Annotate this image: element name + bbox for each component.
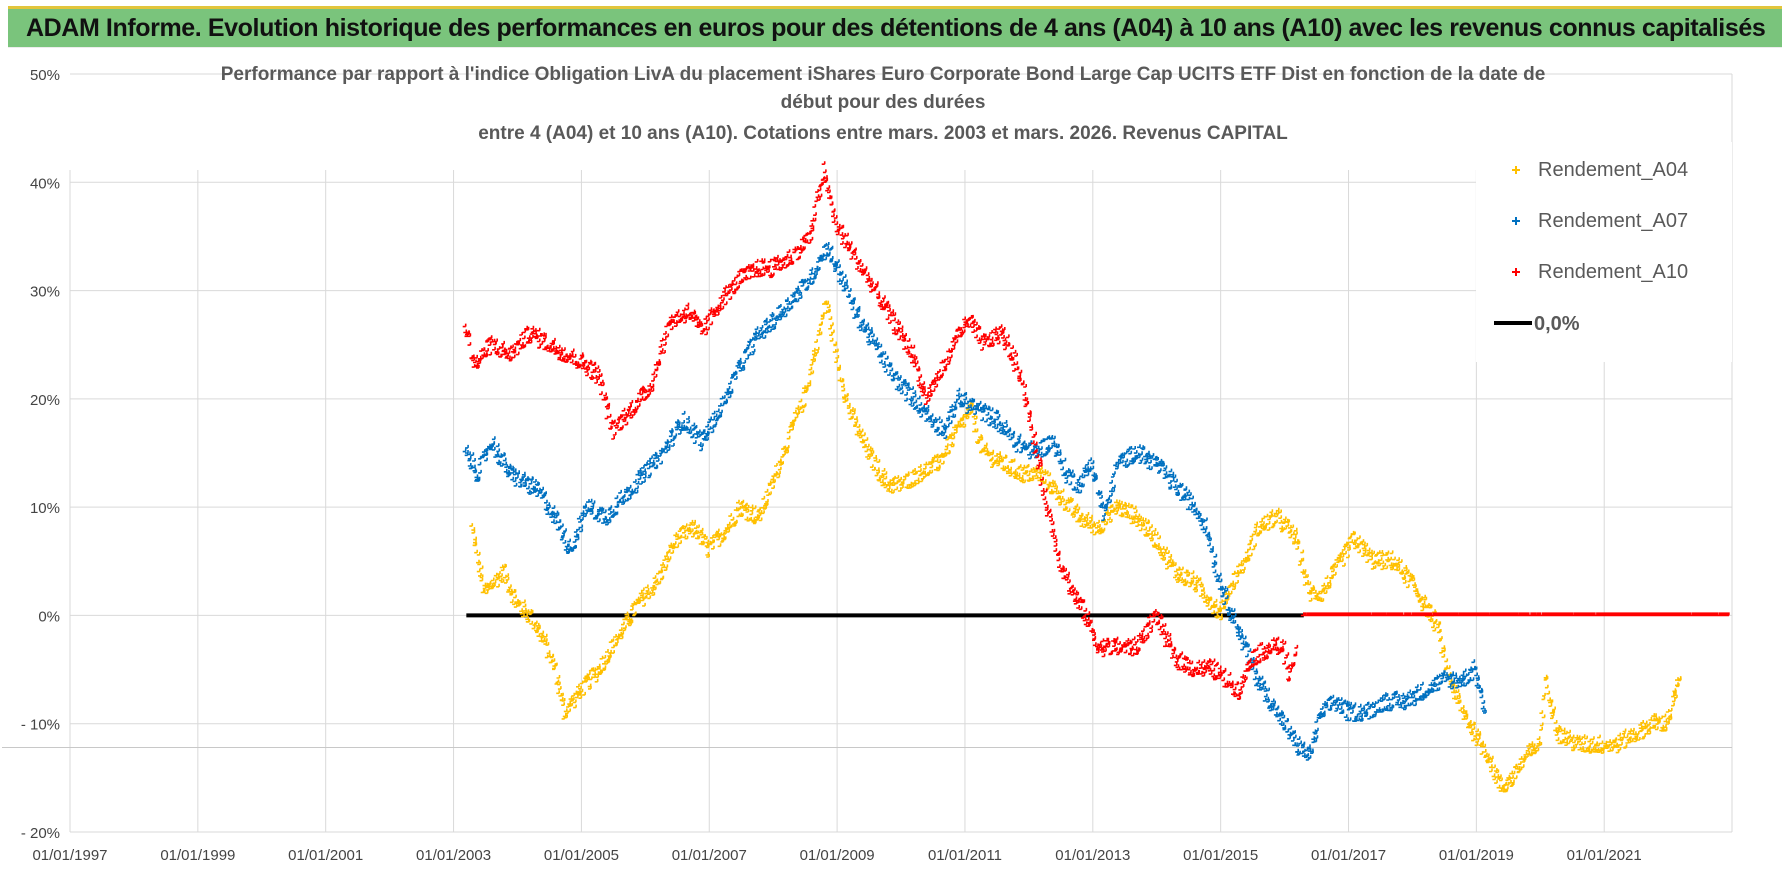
- legend-label: Rendement_A10: [1538, 261, 1688, 283]
- legend-item[interactable]: 0,0%: [1494, 313, 1580, 335]
- legend-item[interactable]: Rendement_A07: [1512, 210, 1688, 232]
- x-tick-label: 01/01/2015: [1183, 847, 1258, 864]
- series-rendement-a10: [462, 161, 1299, 700]
- legend-item[interactable]: Rendement_A10: [1512, 261, 1688, 283]
- report-title: ADAM Informe. Evolution historique des p…: [26, 13, 1766, 42]
- legend-box: [1476, 142, 1732, 362]
- y-tick-label: 0%: [38, 608, 60, 625]
- x-tick-label: 01/01/2021: [1567, 847, 1642, 864]
- x-tick-label: 01/01/2011: [928, 847, 1002, 864]
- x-tick-label: 01/01/2013: [1055, 847, 1130, 864]
- y-tick-label: 20%: [30, 392, 60, 409]
- legend-item[interactable]: Rendement_A04: [1512, 159, 1688, 181]
- legend-marker: [1512, 268, 1520, 276]
- series-rendement-a04: [469, 300, 1682, 793]
- x-tick-label: 01/01/2005: [544, 847, 619, 864]
- y-tick-label: - 20%: [21, 825, 60, 842]
- y-tick-label: - 10%: [21, 717, 60, 734]
- y-tick-label: 40%: [30, 175, 60, 192]
- legend-marker: [1512, 217, 1520, 225]
- legend-marker: [1512, 166, 1520, 174]
- scatter-chart: 50% 40% 30% 20% 10% 0% - 10% - 20% 01/01/1997 01/…: [2, 64, 1733, 864]
- chart-legend[interactable]: Rendement_A04 Rendement_A07 Rendement_A10 0…: [1476, 142, 1732, 362]
- y-tick-label: 50%: [30, 67, 60, 84]
- x-tick-label: 01/01/2007: [672, 847, 747, 864]
- series-markers: [462, 161, 1299, 700]
- legend-label: Rendement_A04: [1538, 159, 1688, 181]
- chart-title-line: entre 4 (A04) et 10 ans (A10). Cotations…: [478, 123, 1288, 144]
- x-tick-label: 01/01/2009: [800, 847, 875, 864]
- chart-title-line: Performance par rapport à l'indice Oblig…: [221, 64, 1546, 85]
- x-tick-label: 01/01/1997: [32, 847, 107, 864]
- y-tick-label: 10%: [30, 500, 60, 517]
- axes-layer: 50% 40% 30% 20% 10% 0% - 10% - 20% 01/01/1997 01/…: [21, 67, 1642, 864]
- series-rendement-a10-0-segment-: [1300, 612, 1730, 617]
- series-markers: [469, 300, 1682, 793]
- x-tick-label: 01/01/1999: [160, 847, 235, 864]
- grid-layer: [2, 73, 1733, 833]
- report-banner: ADAM Informe. Evolution historique des p…: [8, 6, 1782, 48]
- chart-area: 50% 40% 30% 20% 10% 0% - 10% - 20% 01/01/1997 01/…: [2, 50, 1788, 884]
- chart-title-line: début pour des durées: [781, 92, 986, 113]
- legend-label: 0,0%: [1534, 313, 1580, 335]
- x-tick-label: 01/01/2001: [288, 847, 363, 864]
- legend-label: Rendement_A07: [1538, 210, 1688, 232]
- x-tick-label: 01/01/2019: [1439, 847, 1514, 864]
- series-layer: [462, 161, 1730, 793]
- chart-title: Performance par rapport à l'indice Oblig…: [221, 64, 1546, 144]
- y-tick-label: 30%: [30, 284, 60, 301]
- x-tick-label: 01/01/2017: [1311, 847, 1386, 864]
- series-markers: [462, 242, 1487, 761]
- series-markers: [1300, 612, 1730, 617]
- x-tick-label: 01/01/2003: [416, 847, 491, 864]
- series-rendement-a07: [462, 242, 1487, 761]
